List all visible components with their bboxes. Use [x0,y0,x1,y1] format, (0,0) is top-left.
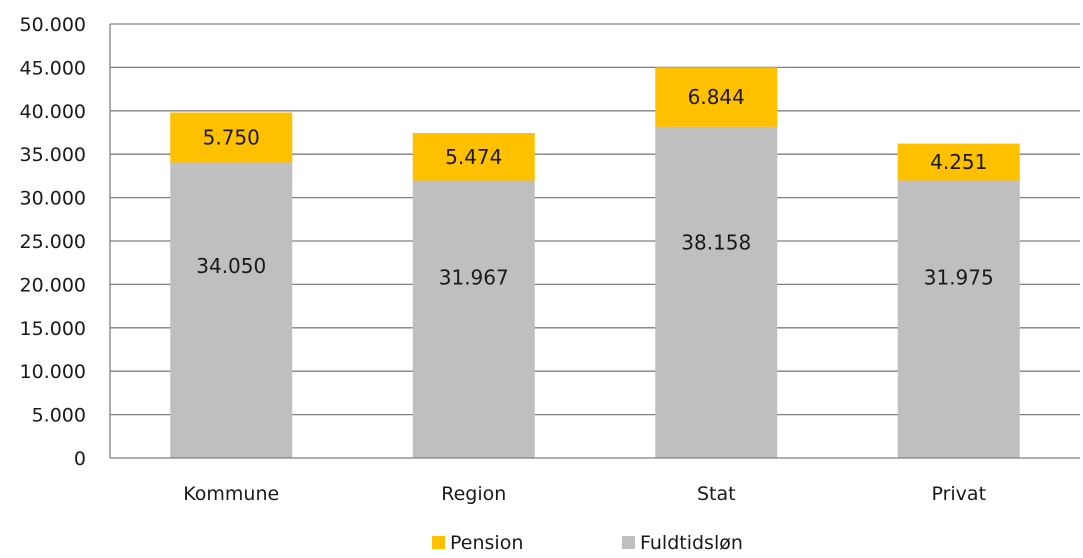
bar-fuldtidslon-kommune [170,162,292,458]
data-label-fuldtidslon-privat: 31.975 [924,266,994,290]
y-tick-label: 10.000 [20,361,86,383]
data-label-fuldtidslon-stat: 38.158 [681,231,751,255]
category-label-stat: Stat [697,483,736,505]
bars [170,67,1020,458]
y-axis-tick-labels: 0 5.000 10.000 15.000 20.000 25.000 30.000 35.0… [20,14,86,470]
legend-swatch-fuldtidslon [622,536,635,549]
data-label-pension-region: 5.474 [445,145,502,169]
data-labels: 34.050 5.750 31.967 5.474 38.158 6.844 31.975 4… [196,85,993,290]
data-label-pension-kommune: 5.750 [203,125,260,149]
y-tick-label: 15.000 [20,318,86,340]
x-axis-category-labels: Kommune Region Stat Privat [183,483,986,505]
legend-swatch-pension [432,536,445,549]
category-label-privat: Privat [931,483,986,505]
legend: Pension Fuldtidsløn [432,532,743,554]
bar-fuldtidslon-privat [898,180,1020,458]
data-label-fuldtidslon-kommune: 34.050 [196,254,266,278]
y-tick-label: 40.000 [20,101,86,123]
bar-fuldtidslon-region [413,181,535,458]
category-label-region: Region [441,483,506,505]
data-label-fuldtidslon-region: 31.967 [439,266,509,290]
y-tick-label: 5.000 [32,405,86,427]
data-label-pension-privat: 4.251 [930,150,987,174]
y-tick-label: 30.000 [20,188,86,210]
y-tick-label: 0 [74,448,86,470]
y-tick-label: 45.000 [20,57,86,79]
data-label-pension-stat: 6.844 [688,85,745,109]
category-label-kommune: Kommune [183,483,279,505]
bar-fuldtidslon-stat [655,127,777,458]
y-tick-label: 20.000 [20,274,86,296]
y-tick-label: 35.000 [20,144,86,166]
y-tick-label: 50.000 [20,14,86,36]
legend-label-pension: Pension [450,532,523,554]
legend-label-fuldtidslon: Fuldtidsløn [640,532,743,554]
y-tick-label: 25.000 [20,231,86,253]
